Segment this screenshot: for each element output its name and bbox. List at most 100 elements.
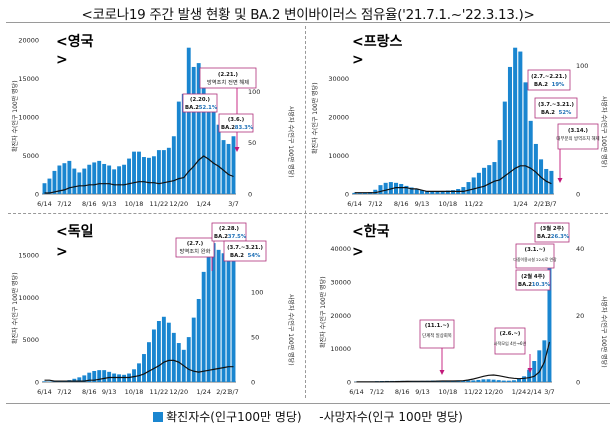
bar bbox=[518, 51, 523, 194]
bar bbox=[191, 317, 196, 382]
bar bbox=[547, 252, 552, 382]
annotation-text: 다중이용시설 22시로 연장 bbox=[513, 257, 557, 262]
bar bbox=[221, 253, 226, 382]
annotation-text: 방역조치 전면 해제 bbox=[207, 78, 249, 86]
legend-swatch-cases bbox=[153, 412, 164, 422]
bar-series bbox=[352, 47, 554, 195]
y-tick-label: 20000 bbox=[18, 37, 39, 45]
bar bbox=[226, 248, 231, 382]
chart-korea: <한국 > 0 10000 20000 30000 40000 0 20 40 6/14 7/12… bbox=[319, 222, 608, 396]
y2-tick-label: 20 bbox=[576, 312, 584, 320]
bar bbox=[166, 147, 171, 194]
annotation-date: (3.6.) bbox=[228, 117, 244, 123]
bar bbox=[496, 380, 501, 382]
x-tick-label: 12/20 bbox=[484, 388, 503, 396]
bar-series bbox=[42, 239, 236, 382]
y-axis-label: 확진자 수(인구 100만 명당) bbox=[11, 80, 19, 152]
bar bbox=[181, 93, 186, 194]
y-tick-label: 10000 bbox=[18, 294, 39, 302]
bar bbox=[117, 374, 122, 382]
bar bbox=[409, 187, 414, 194]
bar bbox=[196, 63, 201, 194]
bar bbox=[52, 381, 57, 382]
annotation-share: 26.3% bbox=[551, 234, 570, 240]
bar bbox=[82, 375, 87, 382]
bar bbox=[77, 172, 82, 194]
x-tick-label: 6/14 bbox=[37, 200, 52, 208]
y2-tick-label: 100 bbox=[576, 62, 588, 70]
bar bbox=[52, 170, 57, 194]
bar bbox=[414, 189, 419, 194]
y2-tick-label: 50 bbox=[248, 139, 256, 147]
horizontal-divider bbox=[8, 213, 608, 214]
country-marker: > bbox=[56, 244, 68, 260]
x-tick-label: 2/21 bbox=[534, 200, 549, 208]
bar bbox=[156, 321, 161, 382]
bar bbox=[440, 190, 445, 194]
y2-axis-label: 사망자 수(인구 100만 명당) bbox=[600, 296, 608, 368]
y2-tick-label: 100 bbox=[248, 88, 260, 96]
y-tick-label: 30000 bbox=[328, 75, 349, 83]
y-tick-label: 5000 bbox=[22, 152, 39, 160]
bar bbox=[513, 47, 518, 195]
y-axis-label: 확진자 수(인구 100만 명당) bbox=[11, 272, 19, 344]
annotation-share: 54% bbox=[248, 253, 261, 259]
x-tick-label: 3/7 bbox=[228, 388, 238, 396]
bar bbox=[201, 271, 206, 382]
bar bbox=[97, 160, 102, 194]
annotation-label: BA.2 bbox=[185, 105, 199, 111]
bar bbox=[176, 101, 181, 194]
x-tick-label: 11/22 bbox=[464, 200, 483, 208]
annotation-de-ba2-mar: (3.7.~3.21.) BA.2 54% bbox=[223, 240, 267, 262]
x-tick-label: 7/12 bbox=[57, 200, 72, 208]
bar bbox=[151, 329, 156, 382]
annotation-date: (3.7.~3.21.) bbox=[538, 102, 574, 108]
bar bbox=[62, 163, 67, 194]
bar bbox=[466, 380, 471, 382]
y2-tick-label: 0 bbox=[576, 191, 580, 199]
annotation-label: BA.2 bbox=[518, 282, 532, 288]
deaths-line bbox=[44, 359, 234, 382]
bar bbox=[221, 140, 226, 194]
bar bbox=[476, 172, 481, 194]
annotation-date: (2.20.) bbox=[190, 97, 210, 103]
y-tick-label: 30000 bbox=[330, 279, 351, 287]
bar bbox=[137, 151, 141, 194]
x-tick-label: 11/22 bbox=[150, 200, 169, 208]
bar bbox=[107, 165, 112, 194]
y-axis-label: 확진자 수(인구 100만 명당) bbox=[311, 82, 319, 154]
annotation-uk-ba2-feb: (2.20.) BA.2 52.1% bbox=[182, 93, 218, 113]
bar bbox=[87, 164, 92, 194]
bar bbox=[57, 165, 62, 194]
y-tick-label: 0 bbox=[35, 379, 39, 387]
annotation-share: 52% bbox=[559, 110, 572, 116]
bar bbox=[511, 380, 516, 382]
bar bbox=[117, 166, 122, 194]
bar bbox=[42, 183, 47, 194]
bar bbox=[186, 47, 191, 195]
x-tick-label: 7/12 bbox=[57, 388, 72, 396]
bar bbox=[497, 140, 502, 194]
annotation-uk-ba2-mar: (3.6.) BA.2 83.3% bbox=[218, 113, 254, 133]
chart-germany: <독일 > 0500010000150000501001506/147/128/… bbox=[11, 222, 295, 396]
annotation-share: 19% bbox=[552, 82, 565, 88]
bar bbox=[527, 369, 532, 382]
bar bbox=[201, 86, 206, 194]
bar bbox=[216, 249, 221, 382]
y-tick-label: 10000 bbox=[328, 152, 349, 160]
y-tick-label: 15000 bbox=[18, 251, 39, 259]
annotation-date: (2.7.~2.21.) bbox=[531, 74, 567, 80]
bar bbox=[399, 183, 404, 194]
bar bbox=[47, 178, 52, 194]
annotation-fr-policy: (3.14.) 대부분의 방역조치 해제 bbox=[556, 123, 600, 183]
bar bbox=[450, 190, 456, 194]
bar bbox=[206, 249, 211, 382]
bar bbox=[466, 182, 471, 194]
bar bbox=[394, 182, 399, 194]
bar bbox=[471, 177, 476, 194]
y-tick-label: 20000 bbox=[330, 312, 351, 320]
x-tick-label: 10/18 bbox=[439, 388, 458, 396]
y2-axis-label: 사망자 수(인구 100만 명당) bbox=[600, 96, 608, 168]
bar bbox=[122, 164, 127, 194]
x-tick-label: 7/12 bbox=[370, 388, 385, 396]
